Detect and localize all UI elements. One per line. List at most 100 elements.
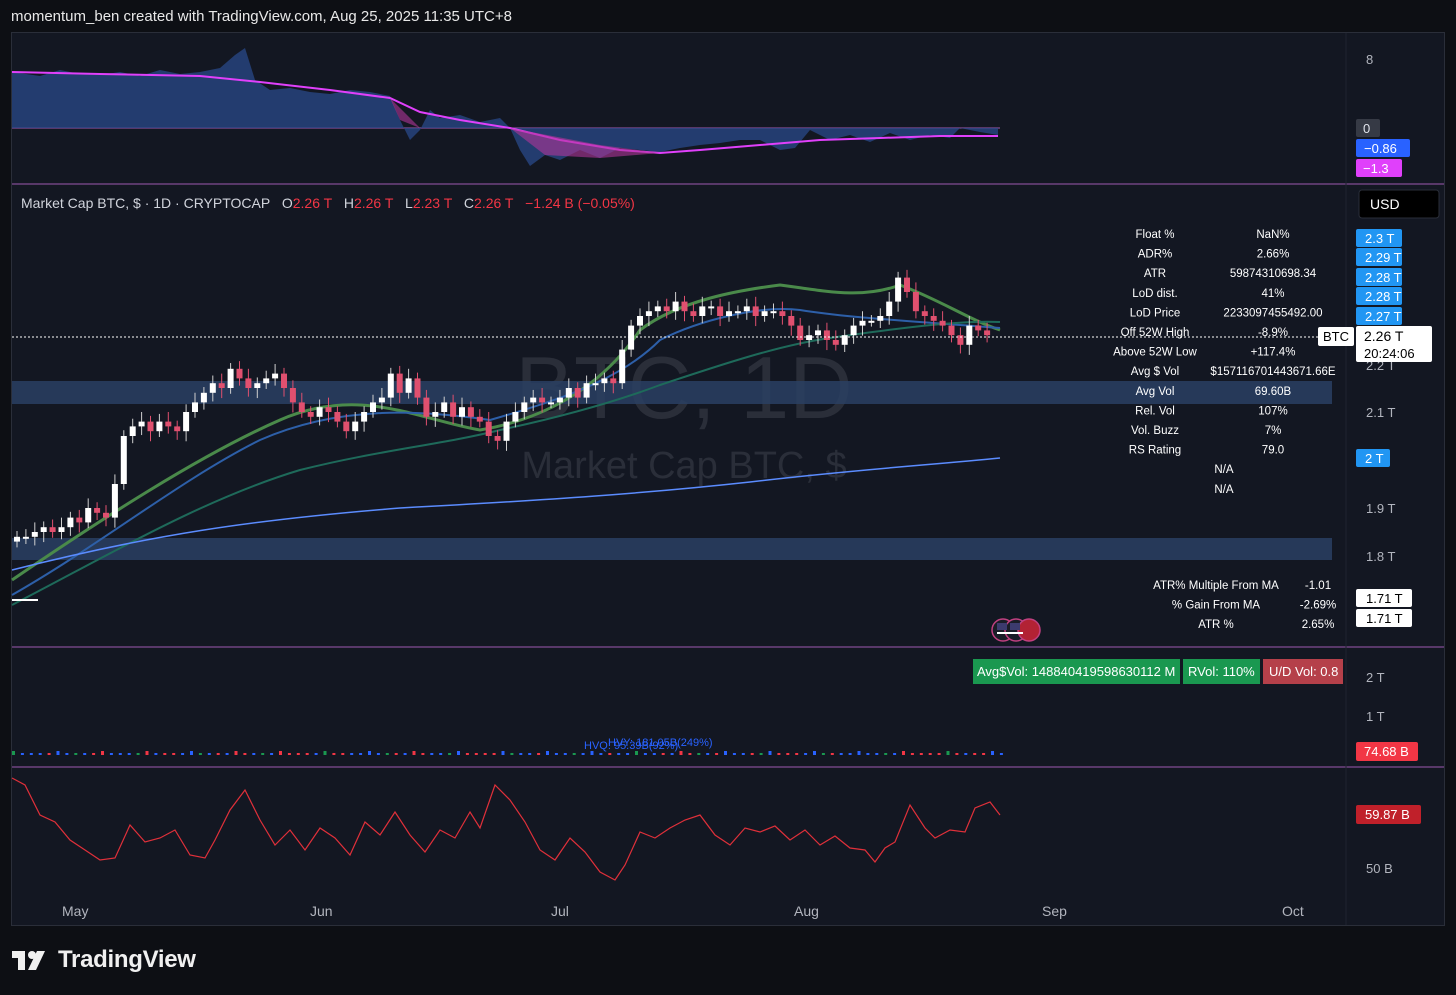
candle[interactable] <box>494 430 501 450</box>
candle[interactable] <box>895 271 902 312</box>
candle[interactable] <box>530 389 537 412</box>
candle[interactable] <box>22 529 29 544</box>
candle[interactable] <box>512 402 519 428</box>
candle[interactable] <box>450 394 457 424</box>
candle[interactable] <box>147 415 154 442</box>
candle[interactable] <box>672 292 679 320</box>
candle[interactable] <box>904 269 910 298</box>
candle[interactable] <box>619 340 626 389</box>
candle[interactable] <box>539 388 546 413</box>
candle[interactable] <box>334 406 341 428</box>
candle[interactable] <box>921 305 928 325</box>
candle[interactable] <box>628 319 635 357</box>
candle[interactable] <box>743 298 750 320</box>
candle[interactable] <box>690 303 697 322</box>
candle[interactable] <box>165 412 172 434</box>
candle[interactable] <box>966 316 973 355</box>
candle[interactable] <box>850 317 857 344</box>
candle[interactable] <box>832 330 839 351</box>
candle[interactable] <box>31 522 38 546</box>
candle[interactable] <box>930 308 937 331</box>
candle[interactable] <box>476 409 483 428</box>
candle[interactable] <box>387 367 394 407</box>
currency-button[interactable] <box>1358 189 1440 219</box>
candle[interactable] <box>726 301 732 322</box>
chart-frame[interactable] <box>11 32 1445 926</box>
candle[interactable] <box>14 531 20 548</box>
candlestick-series[interactable] <box>14 269 991 548</box>
candle[interactable] <box>868 315 875 327</box>
candle[interactable] <box>58 517 65 540</box>
candle[interactable] <box>734 305 741 319</box>
candle[interactable] <box>645 301 652 327</box>
candle[interactable] <box>316 399 323 426</box>
candle[interactable] <box>877 308 884 328</box>
candle[interactable] <box>485 412 492 444</box>
candle[interactable] <box>200 387 207 410</box>
candle[interactable] <box>912 282 919 319</box>
candle[interactable] <box>138 412 145 436</box>
candle[interactable] <box>806 325 813 348</box>
candle[interactable] <box>841 329 848 352</box>
candle[interactable] <box>245 368 252 397</box>
candle[interactable] <box>592 373 599 391</box>
candle[interactable] <box>459 397 465 426</box>
us-flag-events-icon[interactable] <box>991 618 1041 642</box>
candle[interactable] <box>298 392 305 418</box>
candle[interactable] <box>957 327 964 354</box>
candle[interactable] <box>76 509 83 533</box>
candle[interactable] <box>984 322 991 343</box>
candle[interactable] <box>886 292 893 325</box>
candle[interactable] <box>441 396 448 418</box>
candle[interactable] <box>263 370 270 389</box>
candle[interactable] <box>779 301 786 325</box>
candle[interactable] <box>681 295 688 322</box>
candle[interactable] <box>521 396 528 420</box>
candle[interactable] <box>423 389 430 426</box>
candle[interactable] <box>637 308 643 335</box>
candle[interactable] <box>761 305 768 322</box>
candle[interactable] <box>548 396 554 409</box>
candle[interactable] <box>663 298 670 319</box>
candle[interactable] <box>218 373 225 399</box>
candle[interactable] <box>405 368 412 399</box>
candle[interactable] <box>325 397 332 423</box>
candle[interactable] <box>788 310 795 336</box>
candle[interactable] <box>94 502 101 520</box>
candle[interactable] <box>343 413 350 439</box>
candle[interactable] <box>654 300 661 317</box>
candle[interactable] <box>40 521 47 543</box>
candle[interactable] <box>307 406 314 424</box>
candle[interactable] <box>183 404 190 442</box>
candle[interactable] <box>859 311 866 336</box>
candle[interactable] <box>975 319 982 337</box>
candle[interactable] <box>948 319 955 343</box>
candle[interactable] <box>281 367 287 397</box>
candle[interactable] <box>797 317 804 346</box>
candle[interactable] <box>227 363 234 394</box>
candle[interactable] <box>272 364 279 386</box>
candle[interactable] <box>601 372 608 392</box>
candle[interactable] <box>370 394 376 418</box>
candle[interactable] <box>583 375 590 404</box>
candle[interactable] <box>174 420 181 440</box>
candle[interactable] <box>49 519 56 538</box>
candle[interactable] <box>236 361 243 386</box>
candle[interactable] <box>432 402 439 427</box>
candle[interactable] <box>574 382 581 408</box>
candle[interactable] <box>67 511 74 536</box>
candle[interactable] <box>556 389 563 410</box>
candle[interactable] <box>111 474 118 528</box>
candle[interactable] <box>708 300 715 316</box>
candle[interactable] <box>752 296 759 327</box>
candle[interactable] <box>156 413 163 437</box>
candle[interactable] <box>396 365 403 403</box>
candle[interactable] <box>85 498 92 529</box>
candle[interactable] <box>209 375 216 402</box>
candle[interactable] <box>103 505 109 527</box>
candle[interactable] <box>467 401 474 427</box>
candle[interactable] <box>289 380 296 413</box>
candle[interactable] <box>192 392 198 418</box>
candle[interactable] <box>815 324 821 344</box>
